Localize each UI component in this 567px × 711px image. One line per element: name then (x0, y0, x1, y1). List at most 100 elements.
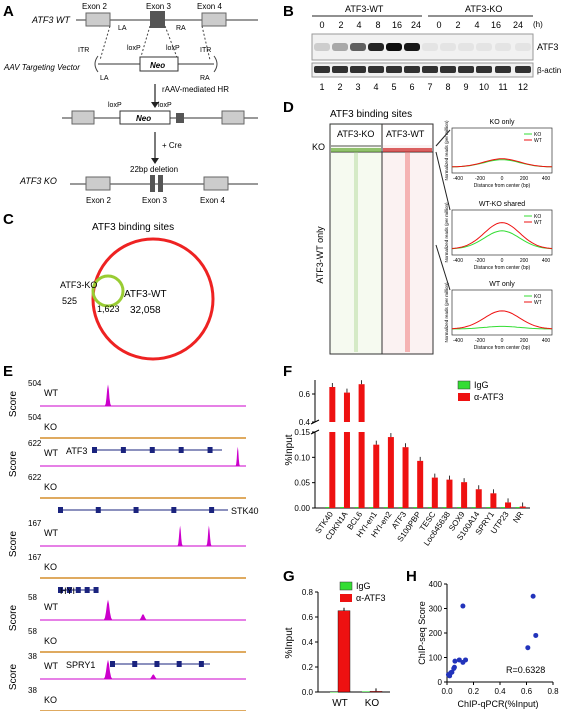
profile-xlabel: Distance from center (bp) (474, 183, 531, 189)
panel-b: B ATF3-WT ATF3-KO 0 2 4 8 16 24 0 2 4 16 24 (h) AT… (283, 3, 561, 92)
f-bar-atf3 (417, 460, 424, 508)
exon2-box (85, 12, 111, 27)
atf3-band (440, 43, 456, 51)
g-category-label: KO (365, 698, 380, 709)
lane-number: 10 (479, 82, 489, 92)
wt-peak (206, 525, 212, 546)
profile-ko-line (451, 325, 553, 330)
profile-ko-line (451, 230, 553, 250)
exon3-label: Exon 3 (146, 2, 171, 11)
actin-band (332, 66, 348, 73)
f-bar-atf3 (461, 482, 468, 508)
f-category-label: NR (511, 510, 525, 525)
g-bar-igg (362, 691, 370, 692)
g-bar-atf3 (337, 610, 351, 693)
profile-wt-line (451, 310, 553, 330)
lane-number: 1 (319, 82, 324, 92)
lane-number: 7 (427, 82, 432, 92)
f-ytick: 0.10 (294, 453, 310, 462)
actin-band (495, 66, 511, 73)
atf3-band (386, 43, 402, 51)
wt-peak (177, 525, 183, 546)
h-ytick: 400 (429, 580, 443, 589)
f-ytick: 0.6 (299, 390, 311, 399)
timepoint-labels: 0 2 4 8 16 24 0 2 4 16 24 (319, 20, 523, 30)
f-ytick: 0.4 (299, 418, 311, 427)
f-bar-atf3 (505, 502, 512, 508)
exon4-label: Exon 4 (197, 2, 222, 11)
profile-xlabel: Distance from center (bp) (474, 345, 531, 351)
h-ytick: 200 (429, 629, 443, 638)
f-bar-atf3 (402, 447, 409, 508)
profile-wt-line (452, 158, 552, 168)
neo-label: Neo (150, 61, 165, 70)
track-score-label: Score (8, 664, 19, 691)
f-bar-igg (457, 506, 462, 508)
la-label: LA (118, 25, 127, 32)
f-bar-igg (515, 506, 520, 508)
profile-ylabel: Normalized reads (per million) (444, 120, 449, 181)
atf3-band (368, 43, 384, 51)
panel-f: F 0.60.40.150.100.050.00%InputSTK40CDKN1… (283, 363, 530, 548)
g-ytick: 0.6 (302, 613, 314, 622)
venn-shared: 1,623 (97, 304, 120, 314)
track-ko-label: KO (44, 562, 57, 572)
lane-number: 12 (518, 82, 528, 92)
deletion-label: 22bp deletion (130, 165, 178, 174)
heatmap-row-wt: ATF3-WT only (315, 226, 325, 284)
correlation-scatter: 0 100 200 300 400 0.0 0.2 0.4 0.6 0.8 ChIP-qPCR(%I… (417, 580, 559, 709)
venn-wt-circle (91, 237, 215, 361)
actin-band (515, 66, 531, 73)
track-max: 58 (28, 593, 37, 602)
profile-xtick: 200 (520, 338, 529, 344)
profile-xtick: -400 (453, 338, 463, 344)
lane-number: 3 (355, 82, 360, 92)
heatmap-wt-column (381, 123, 434, 355)
actin-bands (314, 66, 531, 73)
timepoint-label: 0 (436, 20, 441, 30)
panel-b-letter: B (283, 3, 294, 20)
track-max: 622 (28, 473, 42, 482)
panel-h-letter: H (406, 568, 417, 585)
heatmap-col-ko: ATF3-KO (337, 129, 374, 139)
f-bar-atf3 (446, 479, 453, 508)
profile-frame (451, 209, 553, 256)
h-point (460, 659, 466, 665)
venn-ko-circle (91, 274, 125, 308)
timepoint-label: 8 (375, 20, 380, 30)
profile-ylabel: Normalized reads (per million) (444, 202, 449, 263)
h-ytick: 100 (429, 654, 443, 663)
venn-wt-only: 32,058 (130, 305, 161, 316)
profile-xtick: 0 (501, 176, 504, 182)
profile-legend-ko: KO (534, 294, 541, 300)
profile-title: WT only (489, 281, 515, 288)
atf3-band (332, 43, 348, 51)
h-point (452, 658, 458, 664)
atf3-band (404, 43, 420, 51)
f-bar-atf3 (329, 387, 336, 422)
timepoint-label: 24 (411, 20, 421, 30)
actin-band (314, 66, 330, 73)
loxp-int-left: loxP (108, 102, 122, 109)
track-ko-label: KO (44, 422, 57, 432)
chip-qpcr-bar-chart: 0.60.40.150.100.050.00%InputSTK40CDKN1AB… (284, 380, 530, 548)
f-bar-igg (369, 506, 374, 508)
g-category-label: WT (332, 698, 348, 709)
actin-band (440, 66, 456, 73)
atf3-band (515, 43, 531, 51)
venn-ko-only: 525 (62, 296, 77, 306)
heatmap-title: ATF3 binding sites (330, 109, 412, 120)
f-bar-atf3 (475, 489, 482, 508)
neo-integrated (119, 110, 171, 125)
profile-xtick: -200 (475, 258, 485, 264)
h-xlabel: ChIP-qPCR(%Input) (457, 699, 538, 709)
ra-label: RA (176, 25, 186, 32)
profile-xlabel: Distance from center (bp) (474, 265, 531, 271)
h-point (447, 673, 453, 679)
profile-title: KO only (490, 119, 515, 126)
lane-number: 2 (337, 82, 342, 92)
profile-xtick: -200 (475, 176, 485, 182)
f-bar-igg (501, 506, 506, 508)
lane-number: 5 (391, 82, 396, 92)
h-xtick: 0.2 (468, 687, 480, 696)
